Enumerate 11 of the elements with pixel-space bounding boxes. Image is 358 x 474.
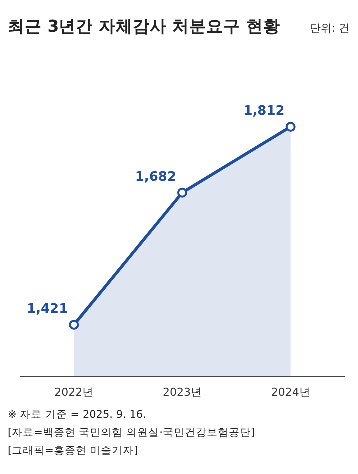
x-tick-label: 2024년 xyxy=(271,386,310,399)
chart-title: 최근 3년간 자체감사 처분요구 현황 xyxy=(8,17,280,36)
data-label: 1,682 xyxy=(135,170,176,185)
chart-subtitle: 단위: 건 xyxy=(310,22,350,35)
annotation: [그래픽=홍종현 미술기자] xyxy=(8,445,138,457)
data-label: 1,421 xyxy=(27,302,68,317)
annotation: [자료=백종현 국민의힘 의원실·국민건강보험공단] xyxy=(8,427,256,439)
x-tick-label: 2022년 xyxy=(54,386,94,399)
x-tick-label: 2023년 xyxy=(163,386,202,399)
data-label: 1,812 xyxy=(244,104,285,119)
annotation: ※ 자료 기준 = 2025. 9. 16. xyxy=(8,409,146,421)
